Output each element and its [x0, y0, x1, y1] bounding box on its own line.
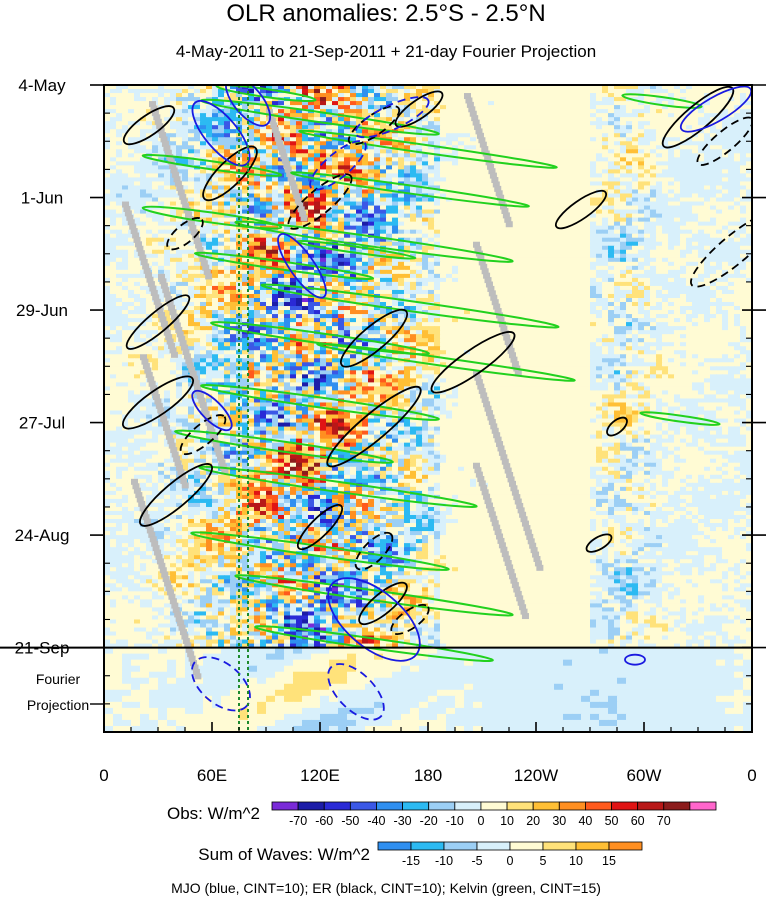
x-tick-label: 0	[747, 766, 756, 785]
colorbar-tick-label: 15	[602, 854, 616, 868]
colorbar-swatch	[410, 841, 445, 851]
x-tick-label: 120E	[300, 766, 340, 785]
colorbar-swatch	[542, 841, 577, 851]
colorbar-swatch	[558, 801, 586, 811]
y-tick-label: 27-Jul	[19, 414, 65, 433]
projection-label-line1: Fourier	[36, 671, 81, 687]
colorbar-tick-label: -30	[394, 814, 412, 828]
colorbar-tick-label: 0	[507, 854, 514, 868]
colorbar-swatch	[506, 801, 534, 811]
colorbar-tick-label: 10	[569, 854, 583, 868]
colorbar-tick-label: 30	[552, 814, 566, 828]
x-axis: 0 60E 120E 180 120W 60W 0	[99, 722, 757, 785]
y-tick-label: 1-Jun	[21, 189, 64, 208]
colorbar-tick-label: -20	[420, 814, 438, 828]
colorbar-swatch	[323, 801, 351, 811]
colorbar-swatch	[402, 801, 430, 811]
colorbar-swatch	[608, 841, 643, 851]
colorbar-tick-label: 60	[631, 814, 645, 828]
colorbar-swatch	[637, 801, 665, 811]
colorbar-tick-label: -10	[446, 814, 464, 828]
colorbar-swatch	[575, 841, 610, 851]
colorbar-swatch	[454, 801, 482, 811]
y-tick-label: 21-Sep	[15, 639, 70, 658]
colorbar-swatch	[509, 841, 544, 851]
colorbar-swatch	[297, 801, 325, 811]
colorbar-swatch	[532, 801, 560, 811]
wave-legend-footer: MJO (blue, CINT=10); ER (black, CINT=10)…	[171, 880, 601, 896]
colorbar-swatch	[480, 801, 508, 811]
olr-anomaly-field	[104, 85, 752, 732]
colorbar-tick-label: -60	[315, 814, 333, 828]
projection-label-line2: Projection	[27, 697, 89, 713]
plot-area	[104, 85, 752, 732]
colorbar-swatch	[376, 801, 403, 811]
colorbar-swatch	[689, 801, 717, 811]
x-tick-label: 60E	[197, 766, 227, 785]
x-tick-label: 0	[99, 766, 108, 785]
chart-subtitle: 4-May-2011 to 21-Sep-2011 + 21-day Fouri…	[176, 42, 596, 61]
y-tick-label: 24-Aug	[15, 526, 70, 545]
colorbar-tick-label: 10	[500, 814, 514, 828]
obs-colorbar: -70 -60 -50 -40 -30 -20 -10 0 10 20 30 40 50 60 70	[271, 801, 717, 828]
colorbar-tick-label: 0	[477, 814, 484, 828]
colorbar-swatch	[443, 841, 478, 851]
colorbar-tick-label: -70	[289, 814, 307, 828]
colorbar-swatch	[377, 841, 412, 851]
colorbar-tick-label: -40	[367, 814, 385, 828]
obs-colorbar-label: Obs: W/m^2	[167, 804, 260, 823]
waves-colorbar-label: Sum of Waves: W/m^2	[198, 845, 370, 864]
colorbar-tick-label: -50	[341, 814, 359, 828]
colorbar-tick-label: 5	[540, 854, 547, 868]
y-tick-label: 29-Jun	[16, 301, 68, 320]
colorbar-swatch	[663, 801, 691, 811]
colorbar-tick-label: -15	[402, 854, 420, 868]
waves-colorbar: -15 -10 -5 0 5 10 15	[377, 841, 643, 868]
colorbar-swatch	[585, 801, 612, 811]
colorbar-tick-label: 50	[605, 814, 619, 828]
chart-title: OLR anomalies: 2.5°S - 2.5°N	[226, 0, 545, 27]
colorbar-tick-label: -10	[435, 854, 453, 868]
colorbar-swatch	[349, 801, 377, 811]
colorbar-tick-label: 20	[526, 814, 540, 828]
y-tick-label: 4-May	[18, 76, 66, 95]
x-tick-label: 60W	[627, 766, 662, 785]
mjo-contours	[191, 85, 752, 721]
colorbar-swatch	[271, 801, 299, 811]
x-tick-label: 120W	[514, 766, 558, 785]
colorbar-tick-label: 70	[657, 814, 671, 828]
colorbar-swatch	[428, 801, 456, 811]
colorbar-tick-label: 40	[578, 814, 592, 828]
colorbar-tick-label: -5	[471, 854, 482, 868]
colorbar-swatch	[476, 841, 511, 851]
colorbar-swatch	[611, 801, 639, 811]
missing-data-streaks	[122, 93, 544, 680]
y-axis: 4-May 1-Jun 29-Jun 27-Jul 24-Aug 21-Sep	[15, 76, 766, 705]
x-tick-label: 180	[414, 766, 442, 785]
